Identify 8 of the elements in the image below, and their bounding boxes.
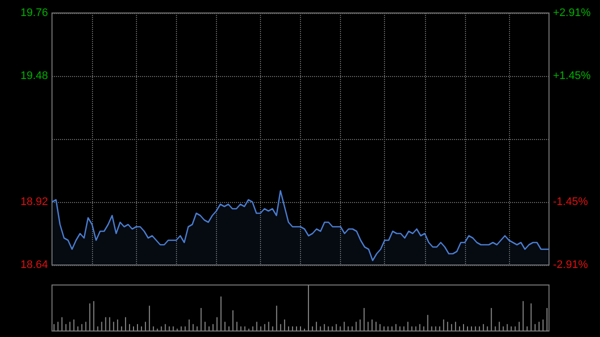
y-tick-label: 18.64: [20, 259, 48, 271]
y2-tick-label: -1.45%: [553, 196, 588, 208]
y2-tick-label: +1.45%: [553, 70, 591, 82]
y-tick-label: 18.92: [20, 196, 48, 208]
y2-tick-label: +2.91%: [553, 7, 591, 19]
y-tick-label: 19.48: [20, 70, 48, 82]
y-tick-label: 19.76: [20, 7, 48, 19]
y2-tick-label: -2.91%: [553, 259, 588, 271]
